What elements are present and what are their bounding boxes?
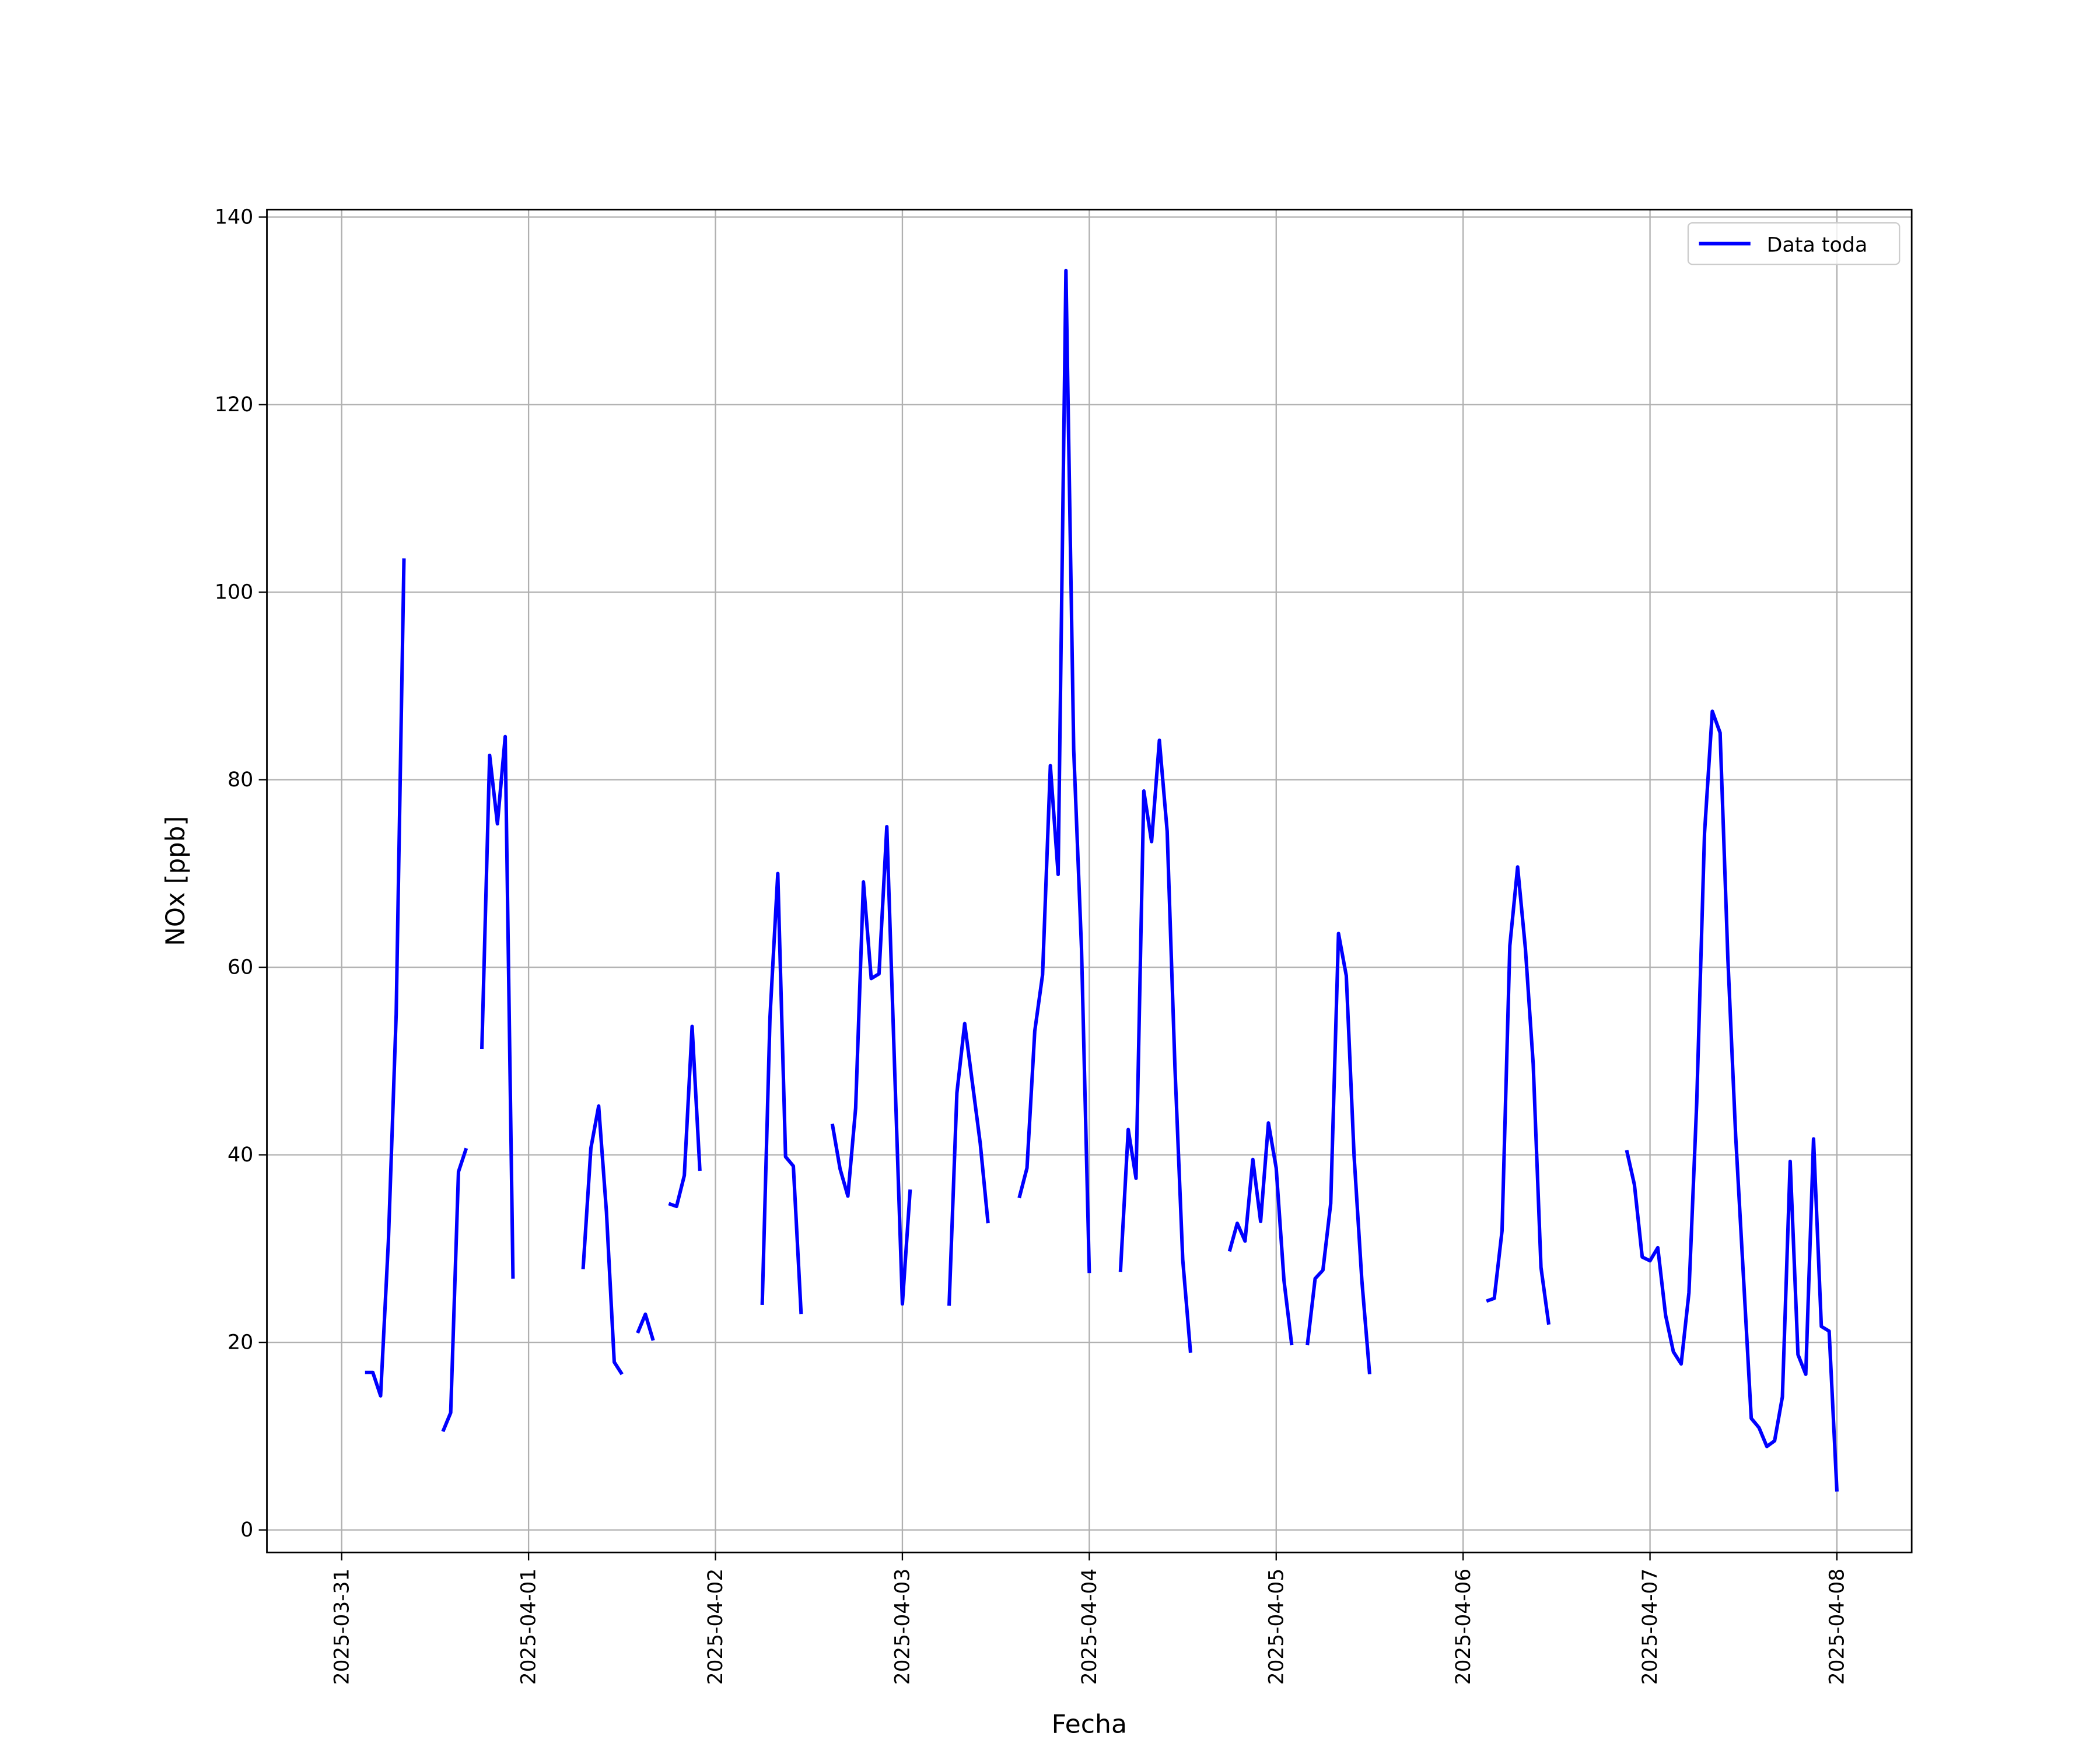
x-tick-label: 2025-04-04 [1078,1569,1101,1685]
y-tick-label: 140 [215,206,253,229]
x-tick-label: 2025-04-08 [1825,1569,1849,1685]
y-tick-label: 120 [215,393,253,416]
legend-box [1687,222,1901,265]
x-tick-label: 2025-04-02 [704,1569,727,1685]
x-tick-label: 2025-04-07 [1639,1569,1662,1685]
grid [267,209,1912,1553]
x-tick-label: 2025-04-06 [1452,1569,1475,1685]
y-tick-label: 100 [215,581,253,604]
x-tick-label: 2025-04-05 [1265,1569,1288,1685]
y-tick-label: 60 [228,956,253,979]
x-tick-label: 2025-03-31 [330,1569,354,1685]
y-axis-label: NOx [ppb] [161,816,191,946]
y-tick-label: 80 [228,768,253,792]
y-tick-label: 40 [228,1143,253,1167]
y-tick-label: 20 [228,1331,253,1354]
data-line [365,268,1839,1492]
ticks: 0 20 40 60 80 100 120 140 2025-03-31 2025-04-01 20… [215,206,1849,1685]
x-tick-label: 2025-04-01 [517,1569,541,1685]
legend-label: Data toda [1767,234,1868,257]
plot-area [365,268,1839,1492]
x-axis-label: Fecha [1052,1710,1127,1740]
y-tick-label: 0 [240,1518,253,1542]
x-tick-label: 2025-04-03 [891,1569,914,1685]
legend: Data toda [1687,222,1901,265]
